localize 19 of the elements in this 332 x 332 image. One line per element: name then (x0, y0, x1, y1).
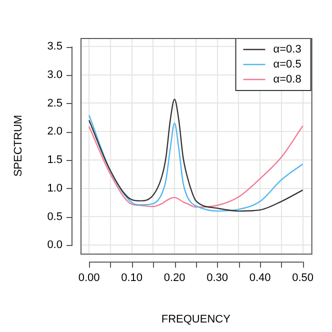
y-tick-label: 0.5 (47, 210, 62, 223)
x-tick-label: 0.30 (206, 272, 228, 284)
x-tick-label: 0.10 (121, 272, 142, 284)
y-tick-label: 2.5 (47, 97, 62, 110)
y-tick-label: 1.5 (47, 154, 62, 166)
x-tick-label: 0.00 (78, 272, 100, 284)
y-tick-label: 3.5 (47, 40, 62, 53)
legend-label: α=0.5 (273, 58, 302, 71)
y-tick-label: 3.0 (47, 68, 62, 81)
x-tick-label: 0.20 (164, 272, 186, 284)
y-tick-label: 2.0 (47, 126, 62, 138)
y-tick-label: 1.0 (47, 182, 62, 194)
x-tick-label: 0.50 (292, 272, 314, 284)
y-axis-title: SPECTRUM (12, 114, 25, 177)
x-axis-title: FREQUENCY (161, 313, 232, 326)
y-tick-label: 0.0 (47, 239, 62, 252)
legend-label: α=0.8 (273, 74, 302, 86)
legend-label: α=0.3 (273, 44, 302, 56)
x-tick-label: 0.40 (249, 272, 271, 284)
